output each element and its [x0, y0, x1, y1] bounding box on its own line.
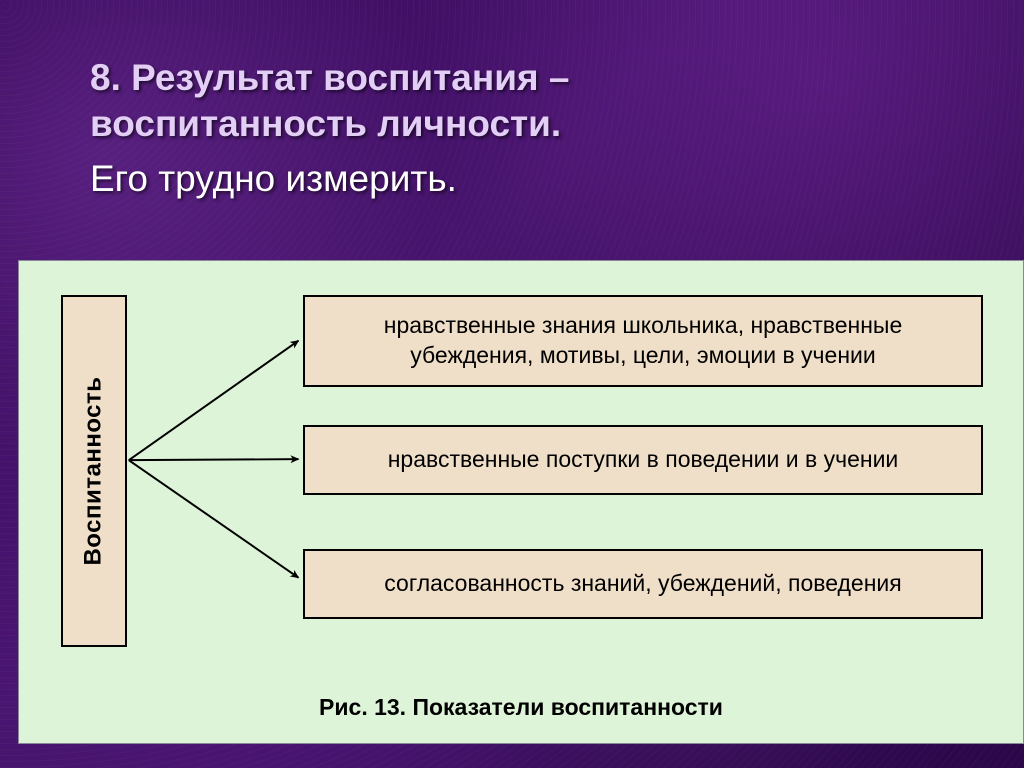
diagram-item-2: нравственные поступки в поведении и в уч… [303, 425, 983, 495]
arrow-1 [129, 341, 299, 461]
arrow-3 [129, 460, 299, 578]
diagram-panel: Воспитанность нравственные знания школьн… [18, 260, 1024, 744]
slide: 8. Результат воспитания – воспитанность … [0, 0, 1024, 768]
diagram-inner: Воспитанность нравственные знания школьн… [19, 261, 1023, 743]
slide-title: 8. Результат воспитания – воспитанность … [90, 55, 944, 148]
diagram-caption: Рис. 13. Показатели воспитанности [19, 694, 1023, 721]
arrow-2 [129, 459, 299, 460]
diagram-item-3: согласованность знаний, убеждений, повед… [303, 549, 983, 619]
heading-block: 8. Результат воспитания – воспитанность … [0, 0, 1024, 200]
diagram-source-node: Воспитанность [61, 295, 127, 647]
diagram-source-label: Воспитанность [80, 376, 108, 565]
title-line-2: воспитанность личности. [90, 103, 561, 144]
slide-subtitle: Его трудно измерить. [90, 158, 944, 200]
title-line-1: 8. Результат воспитания – [90, 57, 569, 98]
diagram-item-1: нравственные знания школьника, нравствен… [303, 295, 983, 387]
